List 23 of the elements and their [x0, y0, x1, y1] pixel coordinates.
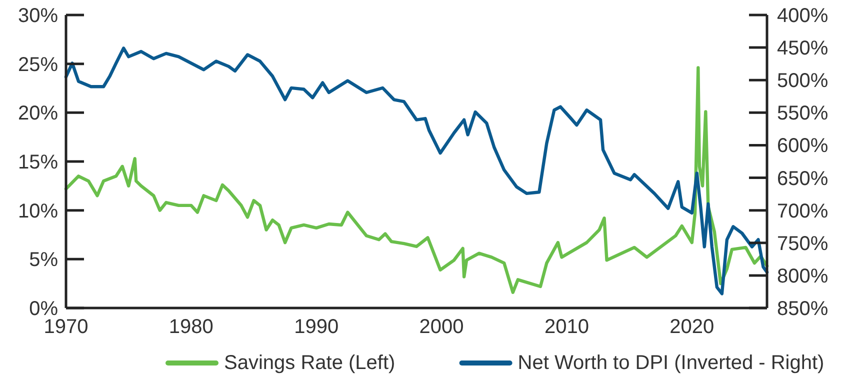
- y2-tick-label: 850%: [777, 298, 828, 320]
- legend-label: Savings Rate (Left): [224, 352, 396, 374]
- y2-tick-label: 450%: [777, 38, 828, 60]
- x-tick-label: 2020: [670, 316, 714, 338]
- x-tick-label: 1990: [294, 316, 339, 338]
- y-tick-label: 15%: [18, 152, 58, 174]
- y2-tick-label: 650%: [777, 168, 828, 190]
- legend-label: Net Worth to DPI (Inverted - Right): [518, 352, 824, 374]
- y2-tick-label: 750%: [777, 232, 828, 255]
- y2-tick-label: 400%: [777, 5, 828, 27]
- y2-tick-label: 550%: [777, 102, 828, 125]
- y2-tick-label: 700%: [777, 200, 828, 222]
- y-tick-label: 20%: [18, 102, 58, 125]
- y2-tick-label: 500%: [777, 70, 828, 92]
- x-tick-label: 2000: [419, 316, 464, 338]
- y-tick-label: 25%: [18, 54, 58, 76]
- y2-tick-label: 800%: [777, 265, 828, 288]
- x-tick-label: 1980: [168, 316, 214, 338]
- y-tick-label: 10%: [18, 200, 58, 222]
- x-tick-label: 2010: [544, 316, 589, 338]
- y-tick-label: 30%: [18, 5, 58, 27]
- y2-tick-label: 600%: [777, 135, 828, 158]
- y-tick-label: 5%: [29, 249, 58, 272]
